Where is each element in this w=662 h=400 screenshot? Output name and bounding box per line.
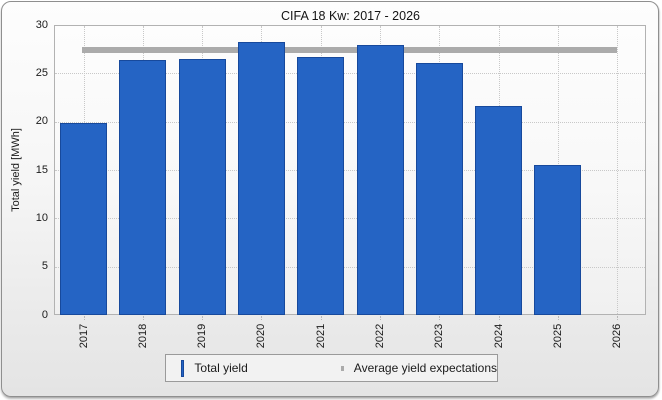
x-tick-label-2023: 2023	[433, 323, 446, 349]
gridline-y-5	[55, 266, 645, 268]
x-tick-label-2021: 2021	[314, 323, 327, 349]
average-line-swatch-icon	[340, 365, 344, 371]
x-tick-2024	[498, 316, 500, 320]
gridline-x-2026	[617, 26, 619, 314]
x-tick-2017	[83, 316, 85, 320]
bar-2019	[178, 58, 226, 315]
bar-2020	[237, 42, 285, 315]
gridline-y-15	[55, 170, 645, 171]
x-tick-2021	[320, 316, 322, 320]
bar-2017	[60, 122, 107, 315]
total-yield-swatch-icon	[181, 359, 185, 377]
y-tick-label-30: 30	[35, 18, 48, 31]
legend: Total yield Average yield expectations	[165, 354, 498, 382]
x-tick-2020	[261, 316, 263, 320]
legend-label-total-yield: Total yield	[194, 361, 248, 375]
gridline-y-10	[55, 218, 645, 220]
x-tick-2025	[557, 316, 559, 320]
y-tick-label-15: 15	[35, 163, 48, 176]
y-tick-label-5: 5	[41, 260, 48, 273]
average-yield-line	[82, 47, 618, 54]
bar-2024	[475, 106, 523, 315]
x-tick-2026	[617, 316, 619, 320]
legend-label-average-yield-expectations: Average yield expectations	[353, 361, 497, 375]
x-tick-label-2022: 2022	[374, 323, 386, 349]
x-tick-label-2025: 2025	[551, 323, 564, 349]
bar-2018	[119, 59, 167, 315]
x-tick-label-2019: 2019	[196, 323, 209, 349]
bar-2023	[415, 62, 463, 315]
x-tick-2022	[380, 316, 381, 320]
y-tick-label-10: 10	[35, 211, 48, 224]
x-tick-label-2020: 2020	[255, 323, 268, 349]
y-tick-label-0: 0	[41, 308, 48, 321]
bar-2022	[356, 45, 404, 315]
x-tick-label-2017: 2017	[77, 323, 90, 349]
y-tick-label-20: 20	[35, 115, 48, 128]
x-tick-2023	[439, 316, 441, 320]
x-tick-label-2018: 2018	[136, 323, 149, 349]
x-tick-2019	[202, 316, 204, 320]
x-tick-label-2024: 2024	[492, 323, 505, 349]
gridline-y-25	[55, 73, 645, 75]
x-tick-2018	[142, 316, 144, 320]
bar-2021	[297, 56, 345, 315]
gridline-y-20	[55, 121, 645, 123]
x-tick-label-2026: 2026	[611, 323, 624, 349]
chart-title: CIFA 18 Kw: 2017 - 2026	[281, 9, 420, 23]
y-tick-label-25: 25	[35, 66, 48, 79]
bar-2025	[534, 165, 582, 315]
